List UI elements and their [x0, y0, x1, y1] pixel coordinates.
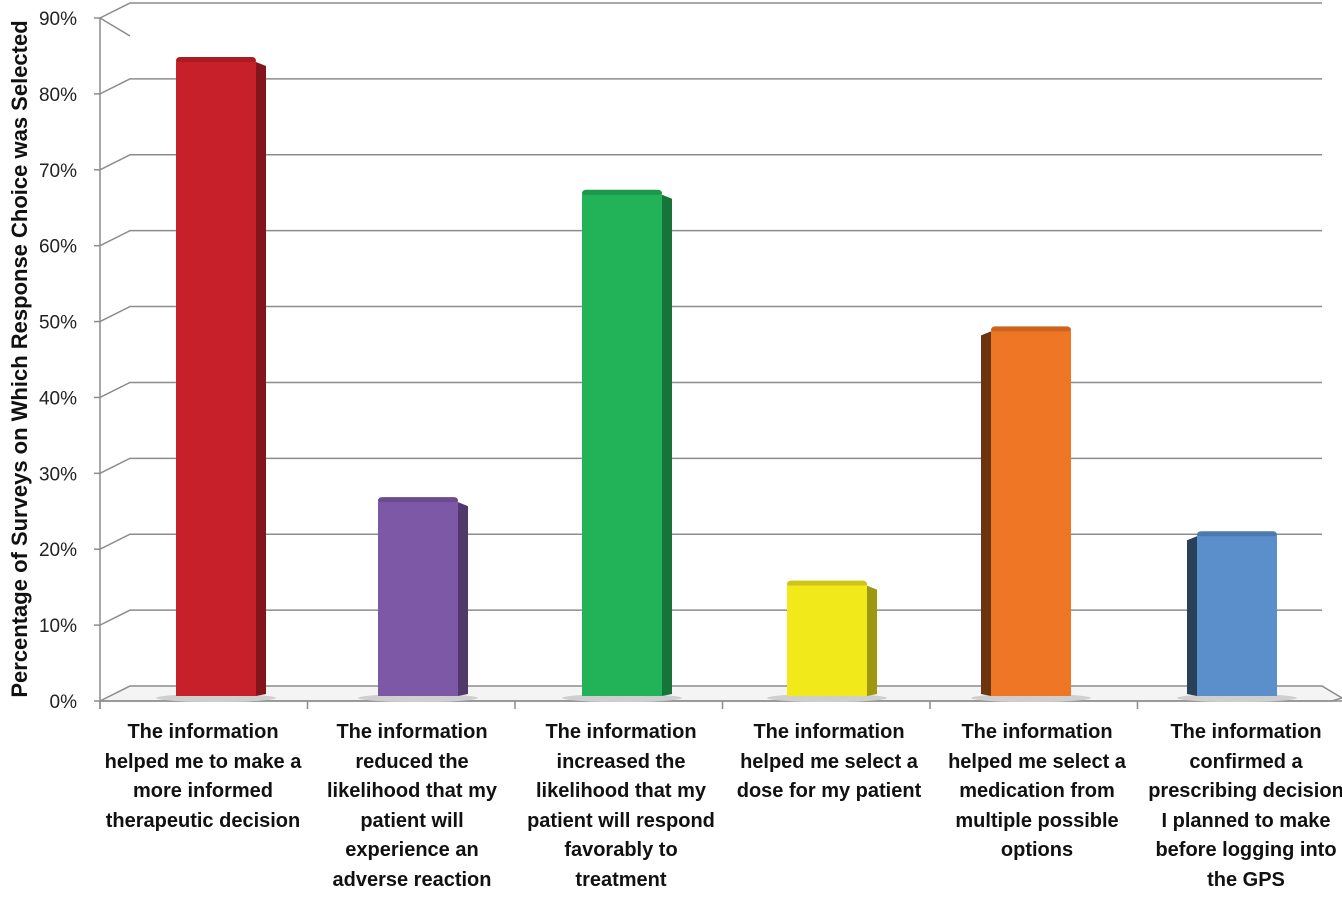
- x-category-label: The information helped me select a medic…: [937, 718, 1137, 866]
- y-tick-label: 90%: [39, 9, 77, 30]
- y-tick-label: 0%: [50, 692, 78, 713]
- bar-1: [156, 57, 276, 702]
- gridline: [100, 307, 1322, 322]
- y-tick-label: 20%: [39, 540, 77, 561]
- x-category-label: The information helped me select a dose …: [729, 718, 929, 807]
- gridline: [100, 3, 1322, 18]
- y-tick-label: 10%: [39, 616, 77, 637]
- gridline: [100, 382, 1322, 397]
- bar-6: [1177, 531, 1297, 702]
- gridline: [100, 458, 1322, 473]
- y-tick-label: 30%: [39, 464, 77, 485]
- y-axis-depth: [100, 18, 130, 36]
- bar-front: [787, 586, 867, 696]
- bar-front: [1197, 536, 1277, 696]
- gridline: [100, 610, 1322, 625]
- bar-side: [662, 195, 672, 696]
- y-tick-label: 50%: [39, 313, 77, 334]
- chart-floor: [100, 686, 1342, 701]
- y-tick-label: 40%: [39, 388, 77, 409]
- x-category-label: The information helped me to make a more…: [103, 718, 303, 836]
- bar-2: [358, 497, 478, 702]
- gridline: [100, 155, 1322, 170]
- bar-side: [867, 586, 877, 696]
- bar-4: [767, 581, 887, 702]
- axes: [94, 18, 1342, 709]
- bar-front: [582, 195, 662, 696]
- y-tick-label: 80%: [39, 85, 77, 106]
- x-category-label: The information confirmed a prescribing …: [1146, 718, 1342, 895]
- bar-side: [256, 62, 266, 696]
- y-tick-label: 60%: [39, 237, 77, 258]
- x-category-label: The information increased the likelihood…: [521, 718, 721, 895]
- bar-front: [176, 62, 256, 696]
- y-tick-label: 70%: [39, 161, 77, 182]
- grid-lines: [100, 3, 1322, 625]
- x-category-label: The information reduced the likelihood t…: [312, 718, 512, 895]
- bar-front: [991, 331, 1071, 696]
- bar-side: [458, 502, 468, 696]
- gridline: [100, 231, 1322, 246]
- y-tick-labels: 0% 10% 20% 30% 40% 50% 60% 70% 80% 90%: [39, 9, 77, 713]
- bar-side: [1187, 536, 1197, 696]
- bar-front: [378, 502, 458, 696]
- y-axis-label: Percentage of Surveys on Which Response …: [7, 20, 32, 697]
- gridline: [100, 534, 1322, 549]
- bar-3: [562, 190, 682, 702]
- bars: [156, 57, 1297, 702]
- gridline: [100, 79, 1322, 94]
- bar-side: [981, 331, 991, 696]
